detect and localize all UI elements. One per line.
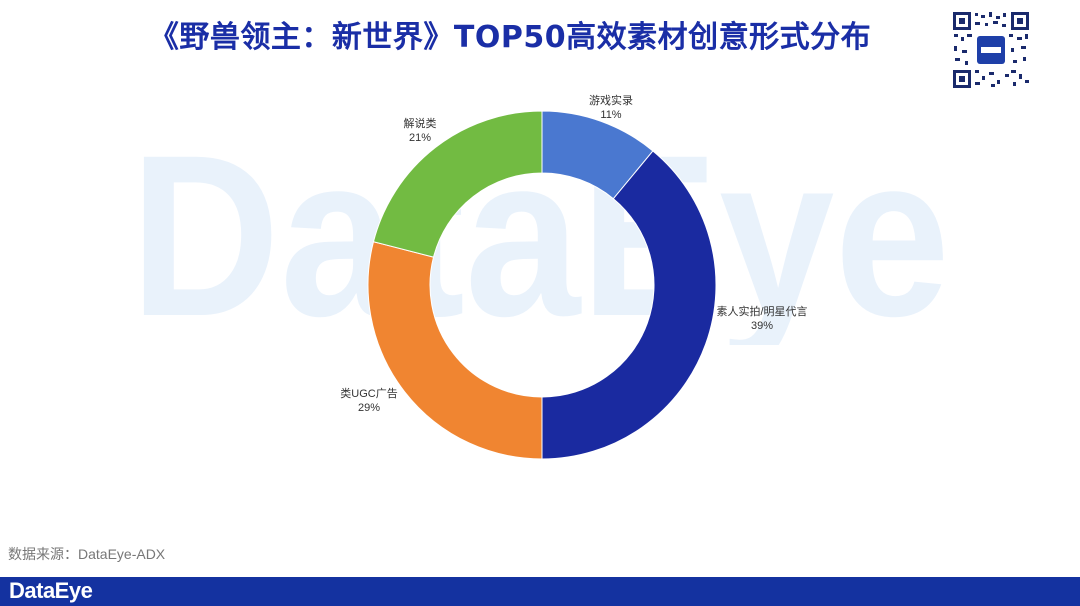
slice-3 [372, 110, 543, 258]
page-title: 《野兽领主：新世界》TOP50高效素材创意形式分布 [148, 20, 872, 55]
data-source-note: 数据来源：DataEye-ADX [8, 546, 166, 562]
slice-label-1: 素人实拍/明星代言 [716, 304, 807, 318]
qr-code [951, 10, 1031, 90]
slice-value-3: 21% [409, 132, 431, 144]
chart-slices [367, 110, 717, 460]
slice-value-1: 39% [751, 320, 773, 332]
footer-bar: DataEye [0, 577, 1080, 606]
slice-2 [367, 241, 543, 460]
chart-labels: 游戏实录 11% 素人实拍/明星代言 39% 类UGC广告 29% 解说类 21% [340, 93, 807, 414]
slice-value-0: 11% [600, 109, 621, 121]
footer-logo: DataEye [9, 578, 93, 603]
slice-1 [541, 150, 717, 460]
slice-label-3: 解说类 [404, 116, 437, 130]
slice-value-2: 29% [358, 402, 380, 414]
slice-label-2: 类UGC广告 [340, 386, 397, 400]
slice-label-0: 游戏实录 [589, 93, 633, 107]
